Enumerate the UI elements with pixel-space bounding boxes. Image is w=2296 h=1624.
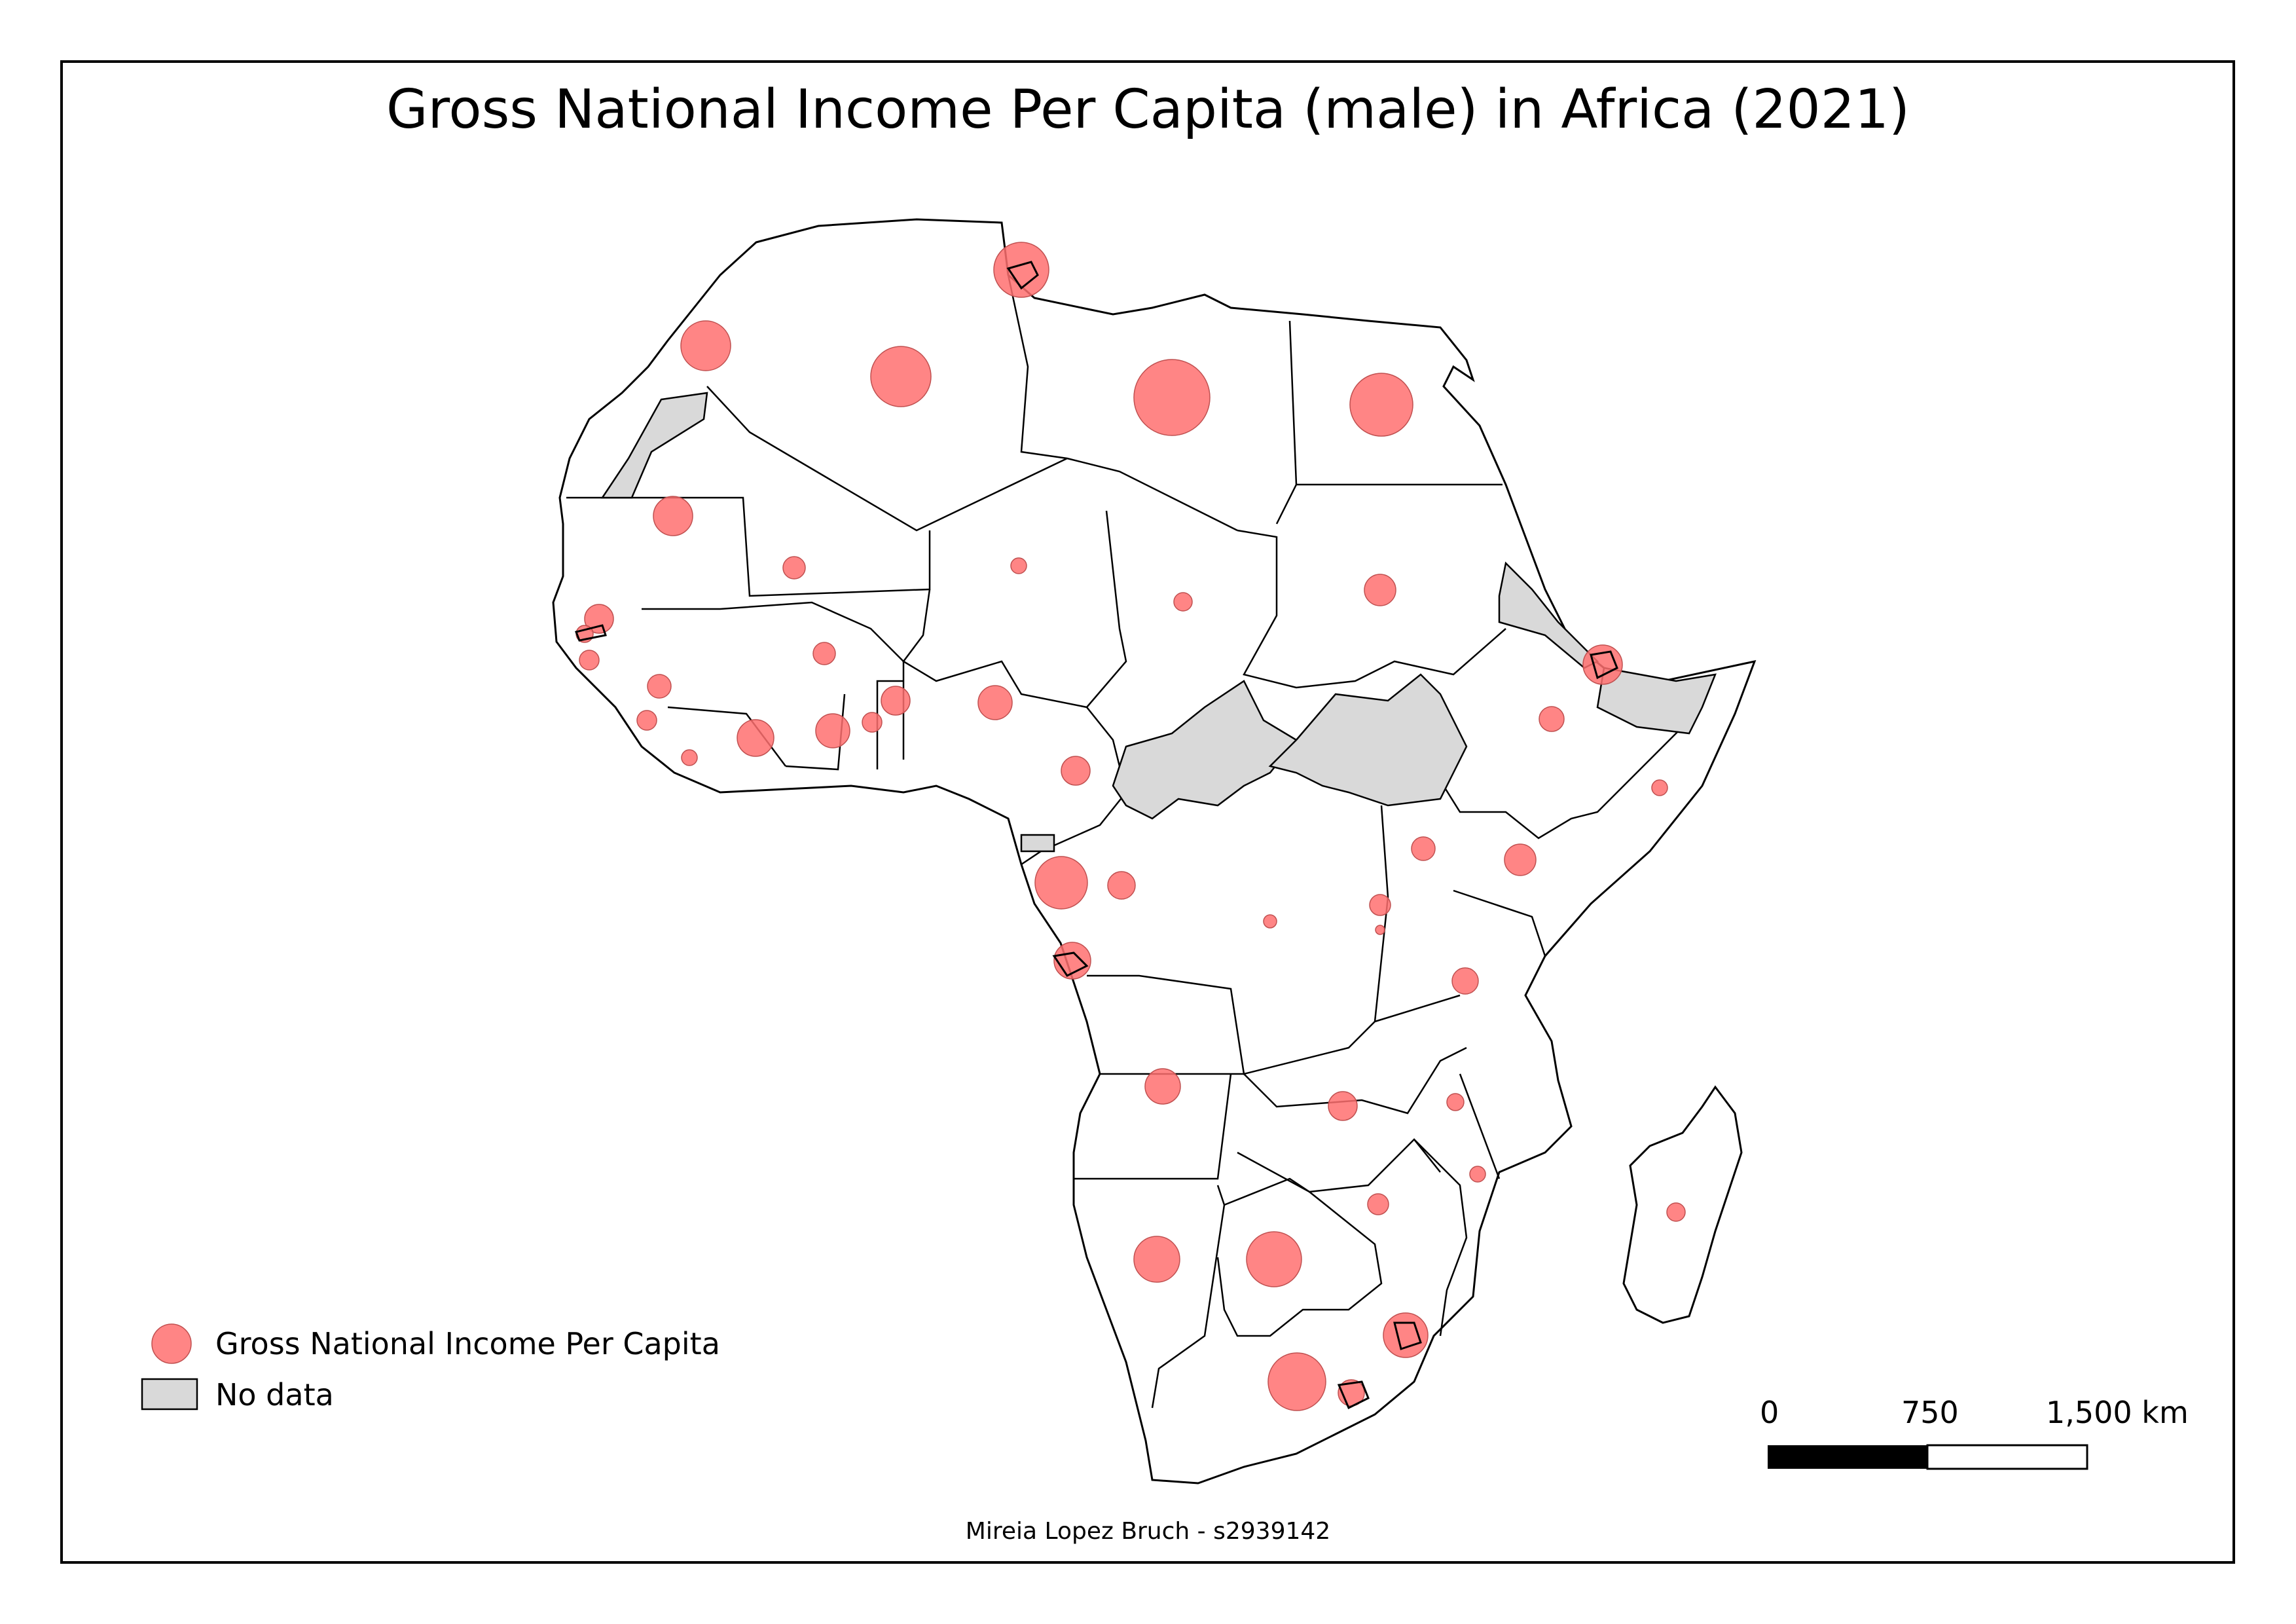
scale-bar-label-750: 750 [1901,1395,1959,1430]
symbol-somalia [1651,779,1668,796]
symbol-senegal [584,604,614,634]
symbol-sudan [1364,574,1396,606]
symbol-malawi [1446,1093,1465,1111]
symbol-angola [1144,1068,1181,1105]
western-sahara-nodata [600,392,708,499]
legend-symbol-circle [151,1323,192,1364]
symbol-mozambique [1469,1166,1486,1183]
symbol-libya [1133,359,1211,436]
symbol-nigeria [977,685,1013,720]
symbol-congo [1107,871,1136,900]
madagascar-landmass [1622,1085,1743,1324]
symbol-eswatini [1383,1312,1429,1358]
scale-bar-white-segment [1926,1444,2088,1470]
legend-label-symbol: Gross National Income Per Capita [215,1326,720,1361]
symbol-togo [862,712,883,733]
symbol-cameroon [1061,756,1091,786]
legend-item-symbol: Gross National Income Per Capita [141,1325,720,1362]
symbol-rwanda [1369,894,1391,916]
legend-nodata-spacer [141,1376,196,1413]
symbol-liberia [681,749,698,766]
symbol-tanzania [1451,967,1479,995]
symbol-benin [881,686,911,716]
symbol-sierra-leone [636,710,657,731]
symbol-ghana [815,713,850,748]
symbol-kenya [1504,843,1537,876]
gabon-coast-nodata [1020,834,1055,853]
symbol-uganda [1411,836,1436,861]
symbol-tunisia [993,242,1049,298]
legend-label-nodata: No data [215,1377,334,1412]
legend-symbol-spacer [141,1325,196,1362]
symbol-namibia [1133,1236,1180,1283]
symbol-equatorial-guinea [1034,856,1088,910]
central-african-republic-nodata [1112,680,1298,820]
symbol-chad [1173,592,1193,612]
legend-item-nodata: No data [141,1376,334,1413]
africa-landmass [552,218,1757,1485]
symbol-botswana [1246,1231,1302,1287]
symbol-cote-divoire [737,719,774,757]
symbol-mauritania [653,496,693,536]
symbol-niger [1010,557,1027,574]
no-data-regions [600,392,1717,853]
symbol-guinea-bissau [579,650,600,671]
symbol-madagascar [1666,1202,1686,1222]
symbol-zambia [1328,1091,1358,1121]
author-credit: Mireia Lopez Bruch - s2939142 [965,1518,1331,1545]
symbol-south-africa [1267,1352,1326,1411]
symbol-algeria [870,346,932,407]
small-country-borders [574,261,1618,1410]
map-title: Gross National Income Per Capita (male) … [386,79,1910,141]
scale-bar-label-1500: 1,500 km [2046,1395,2189,1430]
income-symbols [575,242,1686,1411]
symbol-guinea [647,674,672,699]
symbol-burkina-faso [812,642,836,665]
symbol-egypt [1349,373,1413,437]
symbol-morocco [680,320,731,371]
symbol-burundi [1375,925,1385,935]
south-sudan-nodata [1268,673,1468,807]
symbol-ethiopia [1539,706,1565,732]
scale-bar [1768,1444,2088,1470]
symbol-mali [782,556,806,580]
somalia-nodata [1596,667,1717,735]
symbol-zimbabwe [1367,1193,1389,1215]
symbol-dr-congo [1263,914,1277,929]
scale-bar-black-segment [1768,1445,1927,1469]
scale-bar-label-0: 0 [1760,1395,1779,1430]
legend-nodata-swatch [141,1378,198,1411]
